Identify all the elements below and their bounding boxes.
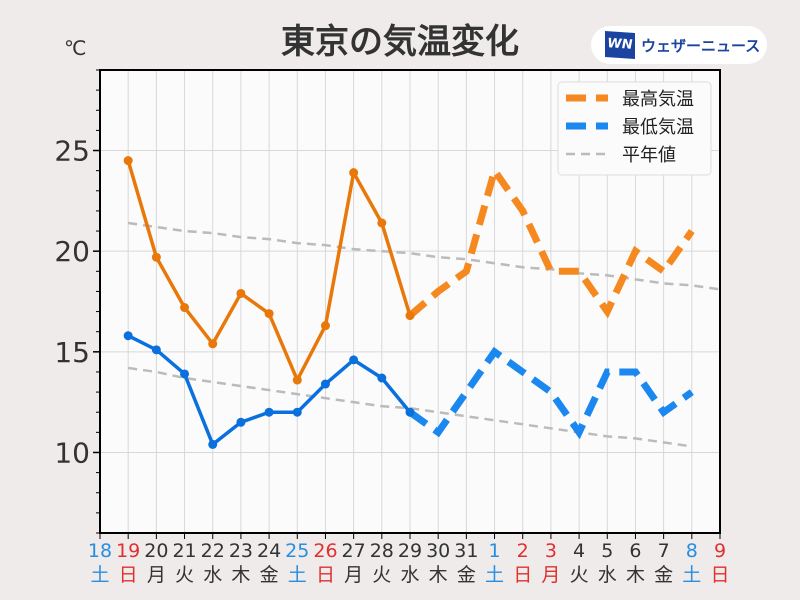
x-tick-day: 23 <box>229 540 253 562</box>
x-tick-day: 22 <box>201 540 225 562</box>
x-tick-weekday: 木 <box>429 564 448 586</box>
plot-border <box>99 69 721 534</box>
x-tick-weekday: 土 <box>485 564 504 586</box>
legend-box <box>557 81 712 176</box>
x-tick-weekday: 日 <box>119 564 138 586</box>
x-tick-weekday: 火 <box>175 564 194 586</box>
x-tick-weekday: 金 <box>457 564 476 586</box>
x-tick-weekday: 木 <box>231 564 250 586</box>
high-data-point <box>405 311 415 321</box>
logo-text: ウェザーニュース <box>641 37 761 55</box>
x-tick-day: 9 <box>714 540 726 562</box>
x-tick-day: 20 <box>144 540 168 562</box>
y-tick-label: 25 <box>54 135 90 168</box>
y-tick-label: 15 <box>54 336 90 369</box>
x-tick-weekday: 土 <box>682 564 701 586</box>
weathernews-logo: WN ウェザーニュース <box>591 26 767 64</box>
high-data-point <box>208 339 218 349</box>
x-tick-day: 18 <box>88 540 112 562</box>
x-tick-day: 29 <box>398 540 422 562</box>
x-tick-weekday: 火 <box>372 564 391 586</box>
x-tick-weekday: 土 <box>90 564 109 586</box>
legend-label: 最高気温 <box>622 89 694 110</box>
x-tick-day: 6 <box>629 540 641 562</box>
high-data-point <box>377 218 387 228</box>
x-tick-day: 21 <box>172 540 196 562</box>
low-data-point <box>349 355 359 365</box>
high-forecast-line <box>407 162 695 319</box>
high-data-point <box>236 288 246 298</box>
x-tick-weekday: 水 <box>598 564 617 586</box>
low-data-point <box>264 407 274 417</box>
x-tick-day: 8 <box>686 540 698 562</box>
x-tick-day: 19 <box>116 540 140 562</box>
legend-label: 平年値 <box>622 145 676 166</box>
low-forecast-line <box>407 346 694 440</box>
x-tick-day: 26 <box>313 540 337 562</box>
x-tick-weekday: 火 <box>570 564 589 586</box>
high-data-point <box>349 168 359 178</box>
low-data-point <box>377 373 387 383</box>
x-tick-day: 25 <box>285 540 309 562</box>
x-tick-day: 1 <box>488 540 500 562</box>
x-tick-day: 31 <box>454 540 478 562</box>
x-tick-weekday: 月 <box>147 564 166 586</box>
high-data-point <box>180 303 190 313</box>
y-tick-label: 10 <box>54 436 90 469</box>
x-tick-day: 7 <box>658 540 670 562</box>
x-tick-day: 30 <box>426 540 450 562</box>
x-tick-day: 28 <box>370 540 394 562</box>
x-tick-day: 5 <box>601 540 613 562</box>
low-data-point <box>292 407 302 417</box>
x-tick-day: 4 <box>573 540 585 562</box>
low-data-point <box>123 331 133 341</box>
low-data-point <box>236 417 246 427</box>
x-tick-weekday: 金 <box>654 564 673 586</box>
high-data-point <box>264 309 274 319</box>
high-data-point <box>320 321 330 331</box>
x-tick-weekday: 金 <box>260 564 279 586</box>
x-tick-weekday: 月 <box>344 564 363 586</box>
x-tick-day: 27 <box>342 540 366 562</box>
high-data-point <box>151 252 161 262</box>
high-data-point <box>292 375 302 385</box>
chart-title: 東京の気温変化 <box>281 22 519 62</box>
low-data-point <box>180 369 190 379</box>
high-data-point <box>123 156 133 166</box>
low-data-point <box>151 345 161 355</box>
x-tick-weekday: 日 <box>513 564 532 586</box>
x-tick-weekday: 水 <box>203 564 222 586</box>
low-data-point <box>320 379 330 389</box>
x-tick-day: 2 <box>517 540 529 562</box>
y-axis-unit: ℃ <box>64 36 87 60</box>
x-tick-weekday: 日 <box>710 564 729 586</box>
x-tick-day: 24 <box>257 540 281 562</box>
x-tick-weekday: 土 <box>288 564 307 586</box>
legend-label: 最低気温 <box>622 117 694 138</box>
x-tick-weekday: 水 <box>400 564 419 586</box>
y-tick-label: 20 <box>54 235 90 268</box>
x-tick-day: 3 <box>545 540 557 562</box>
low-data-point <box>405 407 415 417</box>
x-tick-weekday: 日 <box>316 564 335 586</box>
x-tick-weekday: 木 <box>626 564 645 586</box>
normal-low-line <box>128 366 692 448</box>
low-data-point <box>208 439 218 449</box>
x-tick-weekday: 月 <box>541 564 560 586</box>
